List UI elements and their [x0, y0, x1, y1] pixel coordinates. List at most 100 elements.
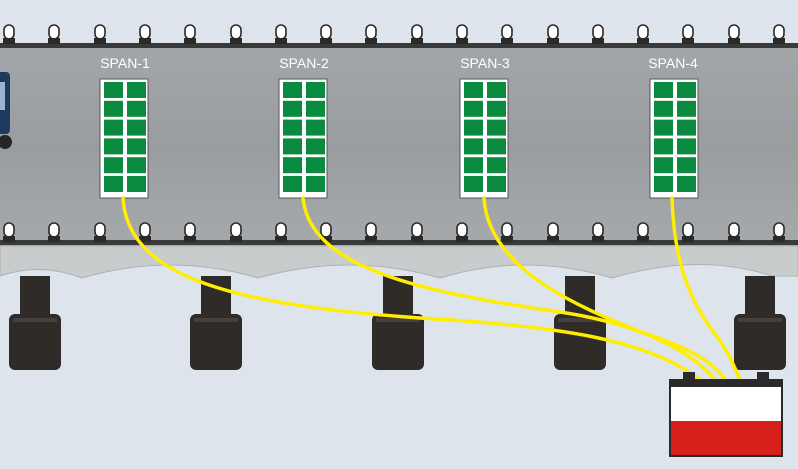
panel-cell — [306, 119, 325, 136]
bridge-lamp-icon — [456, 222, 468, 242]
wires — [121, 196, 742, 382]
panel-cell — [306, 82, 325, 98]
panel-cell — [104, 138, 123, 155]
bridge-lamp-icon — [48, 222, 60, 242]
panel-cell — [654, 100, 673, 117]
panel-cell — [654, 82, 673, 98]
bridge-lamp-icon — [411, 222, 423, 242]
bridge-lamp-icon — [365, 222, 377, 242]
solar-panel-2 — [278, 78, 328, 199]
panel-cell — [464, 138, 483, 155]
bridge-lamp-icon — [728, 24, 740, 44]
panel-cell — [654, 157, 673, 174]
bridge-lamp-icon — [501, 222, 513, 242]
bridge-lamp-icon — [3, 222, 15, 242]
panel-cell — [487, 82, 506, 98]
bridge-lamp-icon — [547, 222, 559, 242]
panel-cell — [127, 82, 146, 98]
panel-cell — [654, 176, 673, 192]
bridge-lamp-icon — [139, 24, 151, 44]
wire-span-2 — [301, 196, 717, 382]
wire-span-3 — [482, 196, 727, 382]
bridge-lamp-icon — [184, 24, 196, 44]
panel-cell — [654, 119, 673, 136]
bridge-lamp-icon — [773, 24, 785, 44]
panel-cell — [677, 138, 696, 155]
deck-bottom-rail — [0, 240, 798, 245]
panel-cell — [487, 157, 506, 174]
panel-cell — [306, 100, 325, 117]
bridge-lamp-icon — [682, 222, 694, 242]
bridge-lamp-icon — [230, 24, 242, 44]
arch-beam — [0, 245, 798, 279]
solar-panel-1 — [99, 78, 149, 199]
panel-cell — [283, 138, 302, 155]
panel-cell — [283, 157, 302, 174]
panel-cell — [464, 100, 483, 117]
panel-cell — [283, 119, 302, 136]
panel-cell — [487, 100, 506, 117]
panel-cell — [677, 119, 696, 136]
deck-top-rail — [0, 43, 798, 48]
bridge-pier — [734, 276, 786, 370]
solar-panel-3 — [459, 78, 509, 199]
bridge-lamp-icon — [592, 222, 604, 242]
span-label-2: SPAN-2 — [279, 55, 329, 71]
bridge-lamp-icon — [456, 24, 468, 44]
bridge-lamp-icon — [501, 24, 513, 44]
panel-cell — [487, 176, 506, 192]
bridge-lamp-icon — [94, 24, 106, 44]
panel-cell — [677, 82, 696, 98]
bridge-lamp-icon — [3, 24, 15, 44]
panel-cell — [104, 157, 123, 174]
panel-cell — [127, 100, 146, 117]
panel-cell — [104, 176, 123, 192]
panel-cell — [464, 82, 483, 98]
bridge-lamp-icon — [184, 222, 196, 242]
bridge-lamp-icon — [275, 222, 287, 242]
bridge-lamp-icon — [320, 24, 332, 44]
panel-cell — [283, 176, 302, 192]
bridge-pier — [9, 276, 61, 370]
panel-cell — [127, 157, 146, 174]
panel-cell — [677, 176, 696, 192]
bridge-lamp-icon — [320, 222, 332, 242]
panel-cell — [283, 100, 302, 117]
battery-icon — [669, 372, 783, 457]
panel-cell — [104, 82, 123, 98]
panel-cell — [464, 157, 483, 174]
bridge-lamp-icon — [547, 24, 559, 44]
wire-span-4 — [670, 196, 742, 382]
panel-cell — [104, 119, 123, 136]
panel-cell — [306, 157, 325, 174]
wire-span-1 — [121, 196, 702, 382]
panel-cell — [654, 138, 673, 155]
span-label-4: SPAN-4 — [648, 55, 698, 71]
bridge-lamp-icon — [637, 222, 649, 242]
span-label-3: SPAN-3 — [460, 55, 510, 71]
panel-cell — [127, 119, 146, 136]
panel-cell — [127, 176, 146, 192]
bridge-lamp-icon — [94, 222, 106, 242]
vehicle-icon — [0, 72, 12, 149]
panel-cell — [487, 138, 506, 155]
bridge-lamp-icon — [275, 24, 287, 44]
panel-cell — [104, 100, 123, 117]
bridge-lamp-icon — [637, 24, 649, 44]
bridge-lamp-icon — [592, 24, 604, 44]
bridge-lamp-icon — [48, 24, 60, 44]
panel-cell — [127, 138, 146, 155]
bridge-lamp-icon — [139, 222, 151, 242]
span-label-1: SPAN-1 — [100, 55, 150, 71]
bridge-lamp-icon — [773, 222, 785, 242]
bridge-lamp-icon — [682, 24, 694, 44]
panel-cell — [677, 100, 696, 117]
panel-cell — [464, 119, 483, 136]
bridge-lamp-icon — [728, 222, 740, 242]
panel-cell — [487, 119, 506, 136]
panel-cell — [677, 157, 696, 174]
panel-cell — [464, 176, 483, 192]
bridge-lamp-icon — [230, 222, 242, 242]
bridge-lamp-icon — [411, 24, 423, 44]
